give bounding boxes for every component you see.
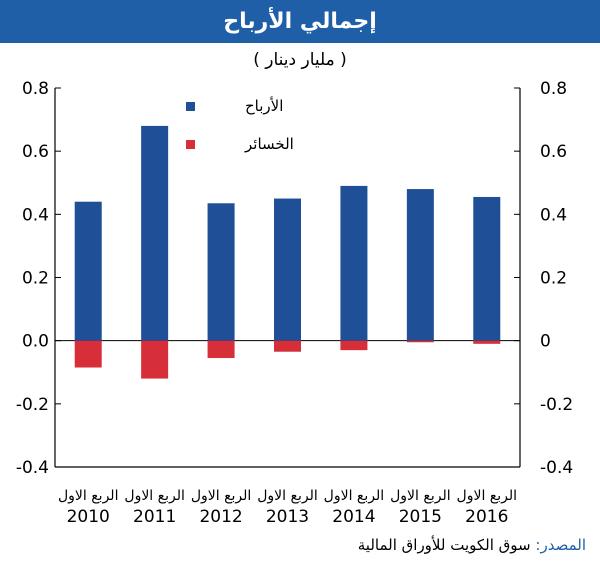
x-tick-label-year: 2012	[199, 507, 242, 527]
y-tick-label-left: 0.2	[22, 269, 49, 289]
profit-bar	[340, 185, 368, 341]
x-tick-label-quarter: الربع الاول	[390, 488, 450, 504]
loss-bar	[74, 340, 102, 368]
y-tick-label-right: 0.8	[540, 79, 567, 99]
x-tick-label-quarter: الربع الاول	[58, 488, 118, 504]
loss-bar	[473, 340, 501, 344]
y-tick-label-left: 0.0	[22, 332, 49, 352]
x-tick-label-quarter: الربع الاول	[124, 488, 184, 504]
profit-bar	[141, 125, 169, 341]
y-tick-label-right: 0.4	[540, 205, 567, 225]
y-tick-label-left: 0.6	[22, 142, 49, 162]
y-tick-label-left: -0.2	[16, 395, 49, 415]
x-tick-label-year: 2013	[266, 507, 309, 527]
x-tick-label-year: 2015	[399, 507, 442, 527]
source-text: سوق الكويت للأوراق المالية	[357, 536, 531, 554]
loss-bar	[340, 340, 368, 351]
legend-label-losses: الخسائر	[244, 135, 294, 153]
y-tick-label-right: 0.2	[540, 269, 567, 289]
x-tick-label-year: 2016	[465, 507, 508, 527]
loss-bar	[141, 340, 169, 379]
profit-bar	[274, 198, 301, 341]
x-tick-label-quarter: الربع الاول	[324, 488, 384, 504]
x-tick-label-quarter: الربع الاول	[191, 488, 251, 504]
y-tick-label-right: 0.6	[540, 142, 567, 162]
x-tick-label-year: 2011	[133, 507, 176, 527]
legend-swatch-losses	[186, 140, 195, 149]
x-tick-label-year: 2014	[332, 507, 375, 527]
x-tick-label-year: 2010	[67, 507, 110, 527]
chart-subtitle: ( مليار دينار )	[253, 50, 347, 70]
legend-label-profits: الأرباح	[245, 96, 283, 115]
chart-title: إجمالي الأرباح	[0, 0, 600, 43]
x-tick-label-quarter: الربع الاول	[257, 488, 317, 504]
y-tick-label-right: -0.4	[540, 458, 573, 478]
y-tick-label-right: 0	[540, 332, 551, 352]
profit-bar	[473, 196, 501, 341]
loss-bar	[207, 340, 235, 359]
y-tick-label-right: -0.2	[540, 395, 573, 415]
source-label: المصدر:	[535, 536, 586, 554]
x-tick-label-quarter: الربع الاول	[457, 488, 517, 504]
loss-bar	[274, 340, 301, 352]
loss-bar	[406, 340, 434, 343]
profit-bar	[207, 203, 235, 341]
y-tick-label-left: 0.8	[22, 79, 49, 99]
profit-bar	[74, 201, 102, 341]
source-note: المصدر: سوق الكويت للأوراق المالية	[358, 536, 586, 554]
y-tick-label-left: -0.4	[16, 458, 49, 478]
legend-swatch-profits	[186, 102, 195, 111]
profit-bar	[406, 189, 434, 341]
y-tick-label-left: 0.4	[22, 205, 49, 225]
